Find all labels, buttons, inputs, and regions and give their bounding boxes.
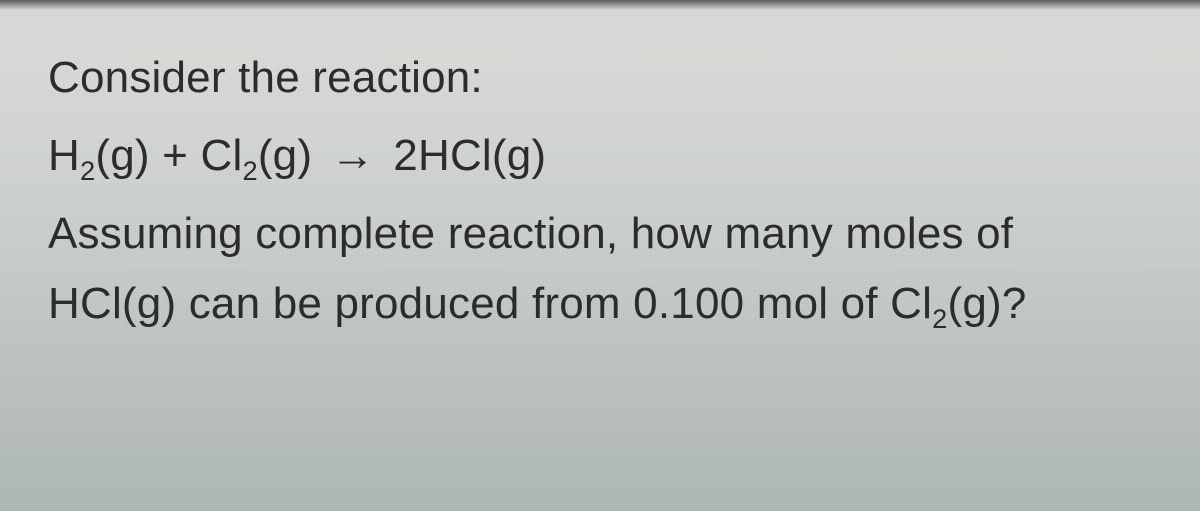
reactant1-state: (g) (95, 131, 149, 180)
body-line-2-subscript: 2 (932, 303, 947, 334)
reactant2-subscript: 2 (242, 155, 257, 186)
body-line-1: Assuming complete reaction, how many mol… (48, 212, 1152, 256)
product-state: (g) (492, 131, 546, 180)
body-line-2a: HCl(g) can be produced from 0.100 mol of… (48, 279, 932, 328)
plus-sign: + (150, 131, 201, 180)
intro-text: Consider the reaction: (48, 56, 1152, 100)
product-coefficient: 2 (393, 131, 418, 180)
reaction-arrow-icon: → (325, 134, 381, 178)
reactant1-subscript: 2 (80, 155, 95, 186)
body-line-2: HCl(g) can be produced from 0.100 mol of… (48, 282, 1152, 326)
reactant1-base: H (48, 131, 80, 180)
body-line-2b: (g)? (948, 279, 1027, 328)
reactant2-state: (g) (258, 131, 312, 180)
question-block: Consider the reaction: H2(g) + Cl2(g) → … (0, 0, 1200, 326)
reaction-equation: H2(g) + Cl2(g) → 2HCl(g) (48, 134, 1152, 178)
reactant2-base: Cl (201, 131, 243, 180)
product-base: HCl (418, 131, 492, 180)
